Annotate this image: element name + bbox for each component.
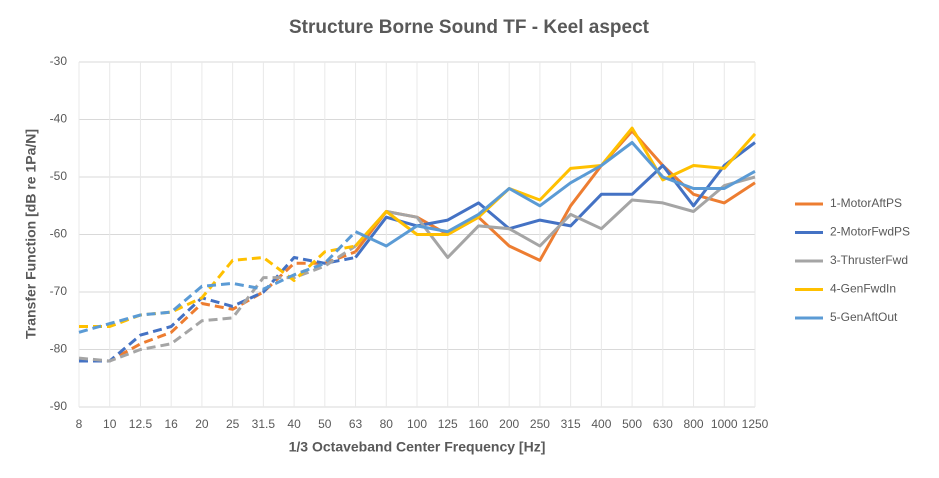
x-tick-label: 1000 [711,417,738,431]
legend-label: 1-MotorAftPS [830,196,902,210]
chart-title: Structure Borne Sound TF - Keel aspect [289,17,650,38]
series-line [354,141,756,248]
y-tick-label: -30 [50,54,68,68]
x-tick-label: 20 [195,417,209,431]
y-axis-label: Transfer Function [dB re 1Pa/N] [23,129,39,339]
series-line-dashed [78,230,357,334]
x-tick-label: 10 [103,417,117,431]
series-line-dashed [79,250,357,363]
legend-label: 5-GenAftOut [830,310,898,324]
x-tick-label: 40 [287,417,301,431]
series-line [354,126,757,247]
series-line [354,129,756,262]
x-tick-label: 500 [622,417,642,431]
x-tick-label: 80 [380,417,394,431]
x-tick-label: 315 [561,417,581,431]
x-tick-label: 160 [468,417,488,431]
series-line-dashed [79,256,356,363]
y-tick-label: -60 [50,227,68,241]
x-tick-label: 250 [530,417,550,431]
y-tick-label: -70 [50,284,68,298]
legend-label: 2-MotorFwdPS [830,225,910,239]
x-tick-label: 800 [684,417,704,431]
legend-label: 4-GenFwdIn [830,282,896,296]
x-axis-label: 1/3 Octaveband Center Frequency [Hz] [289,439,546,455]
x-tick-label: 125 [438,417,458,431]
y-tick-label: -50 [50,169,68,183]
legend-label: 3-ThrusterFwd [830,253,908,267]
x-tick-label: 630 [653,417,673,431]
series-line [354,175,756,259]
x-tick-label: 100 [407,417,427,431]
x-tick-label: 400 [591,417,611,431]
x-tick-label: 200 [499,417,519,431]
x-tick-label: 31.5 [252,417,276,431]
x-tick-label: 63 [349,417,363,431]
x-tick-label: 50 [318,417,332,431]
x-tick-label: 8 [76,417,83,431]
x-tick-label: 25 [226,417,240,431]
x-tick-label: 12.5 [129,417,153,431]
series-line-dashed [78,244,357,363]
x-tick-label: 16 [165,417,179,431]
y-tick-label: -90 [50,399,68,413]
x-tick-label: 1250 [742,417,769,431]
y-tick-label: -40 [50,112,68,126]
y-tick-label: -80 [50,342,68,356]
